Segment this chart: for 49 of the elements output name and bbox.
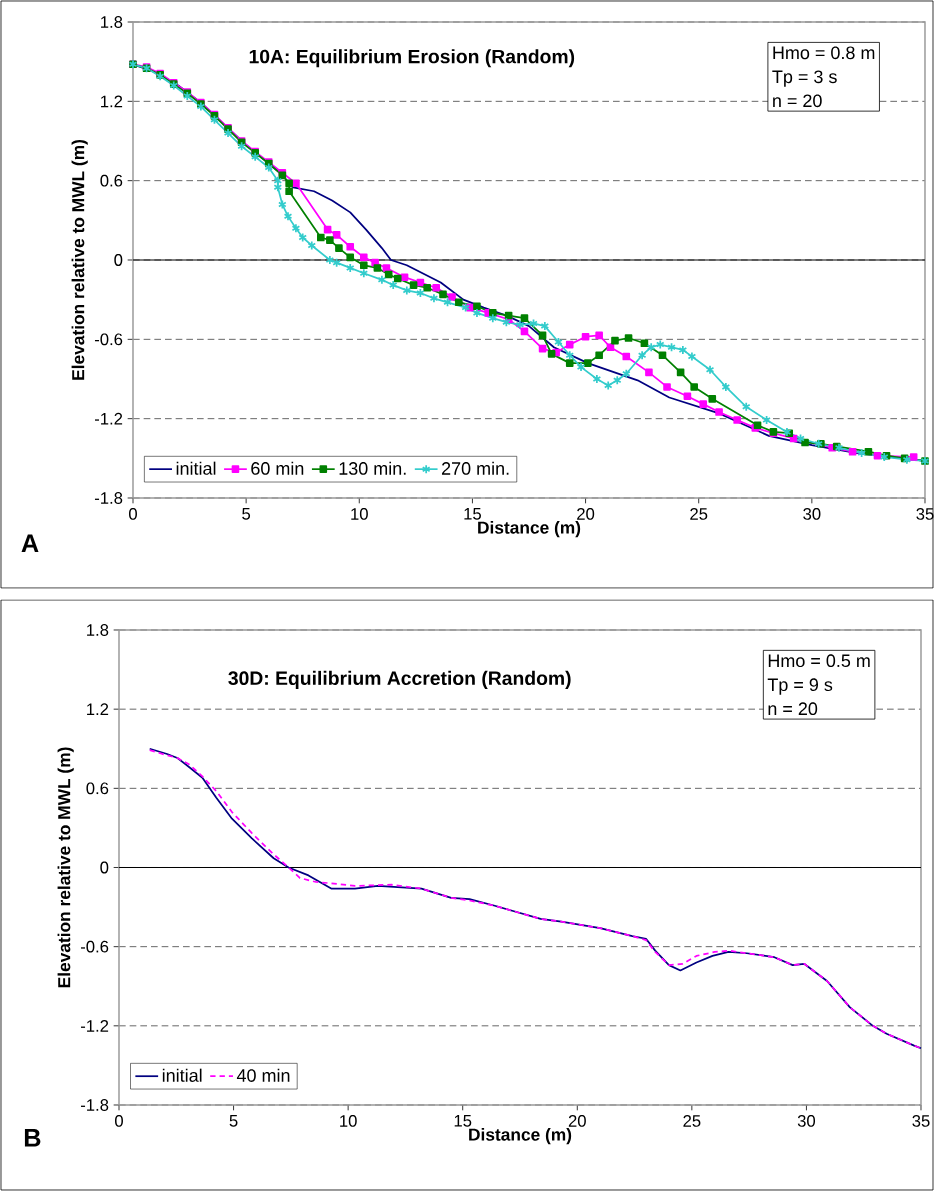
annotation: n = 20: [773, 94, 822, 108]
y-tick-label: 0.6: [100, 174, 123, 187]
y-tick-label: 0: [100, 861, 109, 874]
x-tick-label: 35: [912, 1115, 930, 1127]
legend-label: 270 min.: [441, 461, 509, 475]
annotation: Tp = 9 s: [767, 678, 833, 695]
annotation: n = 20: [768, 702, 818, 716]
y-tick-label: 1.8: [87, 624, 109, 636]
x-tick-label: 10: [351, 508, 368, 520]
x-tick-label: 5: [242, 508, 251, 520]
text: A: [21, 534, 39, 552]
legend-label: 130 min.: [339, 461, 406, 475]
x-tick-label: 35: [916, 508, 934, 520]
y-tick-label: 1.8: [101, 16, 123, 28]
annotation: Hmo = 0.5 m: [768, 654, 870, 668]
annotation: Tp = 3 s: [772, 70, 837, 87]
y-tick-label: -0.6: [94, 333, 123, 346]
x-tick-label: 30: [797, 1115, 816, 1127]
y-tick-label: 0: [114, 254, 123, 266]
y-tick-label: -1.2: [94, 412, 123, 425]
x-axis-title: Distance (m): [478, 520, 581, 538]
y-tick-label: -1.2: [80, 1020, 109, 1032]
legend-label: initial: [176, 461, 216, 475]
legend-label: 40 min: [236, 1068, 290, 1082]
x-tick-label: 15: [464, 508, 481, 520]
y-axis-title: Elevation relative to MWL (m): [57, 747, 74, 988]
y-tick-label: 0.6: [86, 782, 109, 795]
x-axis-title: Distance (m): [469, 1127, 572, 1145]
y-tick-label: -1.8: [80, 1099, 109, 1111]
x-tick-label: 25: [690, 508, 708, 520]
x-tick-label: 20: [568, 1115, 586, 1127]
annotation: Hmo = 0.8 m: [773, 46, 875, 60]
y-tick-label: -1.8: [94, 492, 123, 504]
legend-label: initial: [162, 1068, 202, 1082]
y-axis-title: Elevation relative to MWL (m): [71, 140, 88, 380]
text: B: [24, 1129, 41, 1147]
x-tick-label: 20: [577, 508, 595, 520]
text: 30D: Equilibrium Accretion (Random): [228, 670, 571, 689]
x-tick-label: 30: [803, 508, 821, 520]
legend-label: 60 min: [251, 461, 304, 475]
x-tick-label: 15: [454, 1115, 472, 1127]
y-tick-label: 1.2: [87, 703, 109, 715]
x-tick-label: 10: [340, 1115, 357, 1127]
y-tick-label: 1.2: [101, 95, 123, 108]
x-tick-label: 0: [129, 508, 137, 520]
x-tick-label: 5: [229, 1115, 238, 1127]
text: 10A: Equilibrium Erosion (Random): [249, 49, 575, 68]
x-tick-label: 25: [683, 1115, 701, 1127]
y-tick-label: -0.6: [80, 940, 109, 953]
